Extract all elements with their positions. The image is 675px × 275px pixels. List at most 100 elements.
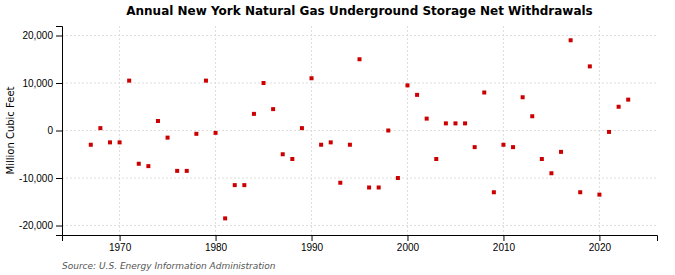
y-axis-line [56,27,63,236]
point [146,164,150,168]
y-grid-line [62,178,657,179]
x-axis-line [63,236,658,242]
x-grid-line [215,26,216,235]
point [444,121,448,125]
point [166,136,170,140]
y-tick-label: -20,000 [19,220,53,231]
point [617,105,621,109]
point [530,114,534,118]
y-grid-line [62,35,657,36]
y-axis-label: Million Cubic Feet [5,86,16,174]
y-grid-line [62,83,657,84]
x-tick: 2000 [397,235,420,253]
point [415,93,419,97]
x-tick-mark [312,235,313,241]
x-tick-label: 1990 [301,242,324,253]
y-tick-label: 20,000 [22,30,53,41]
x-axis: 1970 1980 1990 2000 2010 2020 [63,235,658,253]
point [127,79,131,83]
point [396,176,400,180]
point [290,157,294,161]
point [252,112,256,116]
point [425,117,429,121]
point [540,157,544,161]
point [482,91,486,95]
x-tick-mark [503,235,504,241]
x-tick-mark [407,235,408,241]
point [242,183,246,187]
point [377,186,381,190]
x-grid-line [599,26,600,235]
x-grid-line [503,26,504,235]
x-tick-label: 1970 [109,242,132,253]
point [521,95,525,99]
y-tick-mark [56,226,62,227]
point [453,121,457,125]
x-tick: 1990 [301,235,324,253]
x-tick-mark [599,235,600,241]
point [348,143,352,147]
x-tick-label: 1980 [205,242,228,253]
x-tick-label: 2020 [589,242,612,253]
y-tick-label: 10,000 [22,78,53,89]
point [329,140,333,144]
y-tick-label: 0 [47,125,53,136]
point [262,81,266,85]
point [271,107,275,111]
point [549,171,553,175]
point [156,119,160,123]
y-grid-line [62,225,657,226]
point [492,190,496,194]
x-grid-line [119,26,120,235]
x-tick-mark [216,235,217,241]
x-tick: 1970 [109,235,132,253]
y-tick-mark [56,36,62,37]
point [175,169,179,173]
point [434,157,438,161]
point [463,121,467,125]
point [118,140,122,144]
point [501,143,505,147]
point [108,140,112,144]
grid [62,26,657,235]
y-tick-mark [56,178,62,179]
point [137,162,141,166]
point [559,150,563,154]
x-tick: 1980 [205,235,228,253]
point [194,132,198,136]
y-tick: 0 [47,125,62,136]
y-tick-mark [56,83,62,84]
point [569,38,573,42]
x-tick: 2020 [589,235,612,253]
point [367,186,371,190]
x-tick-label: 2000 [397,242,420,253]
point [588,64,592,68]
point [310,76,314,80]
x-tick-mark [120,235,121,241]
y-tick: -10,000 [19,173,62,184]
x-tick: 2010 [493,235,516,253]
point [386,129,390,133]
y-tick: -20,000 [19,220,62,231]
point [281,152,285,156]
y-axis: -20,000 -10,000 0 10,000 20,000 [19,27,62,236]
point [338,181,342,185]
y-tick-mark [56,131,62,132]
point [626,98,630,102]
point [214,131,218,135]
point [233,183,237,187]
point [358,57,362,61]
y-grid-line [62,130,657,131]
x-tick-label: 2010 [493,242,516,253]
point [578,190,582,194]
title: Annual New York Natural Gas Underground … [126,4,593,18]
y-tick: 20,000 [22,30,62,41]
point [511,145,515,149]
points [89,38,630,220]
x-grid-line [311,26,312,235]
chart: 1970 1980 1990 2000 2010 2020 -20,000 -10,000 0 1… [0,0,675,275]
point [223,216,227,220]
point [89,143,93,147]
point [607,130,611,134]
point [597,193,601,197]
